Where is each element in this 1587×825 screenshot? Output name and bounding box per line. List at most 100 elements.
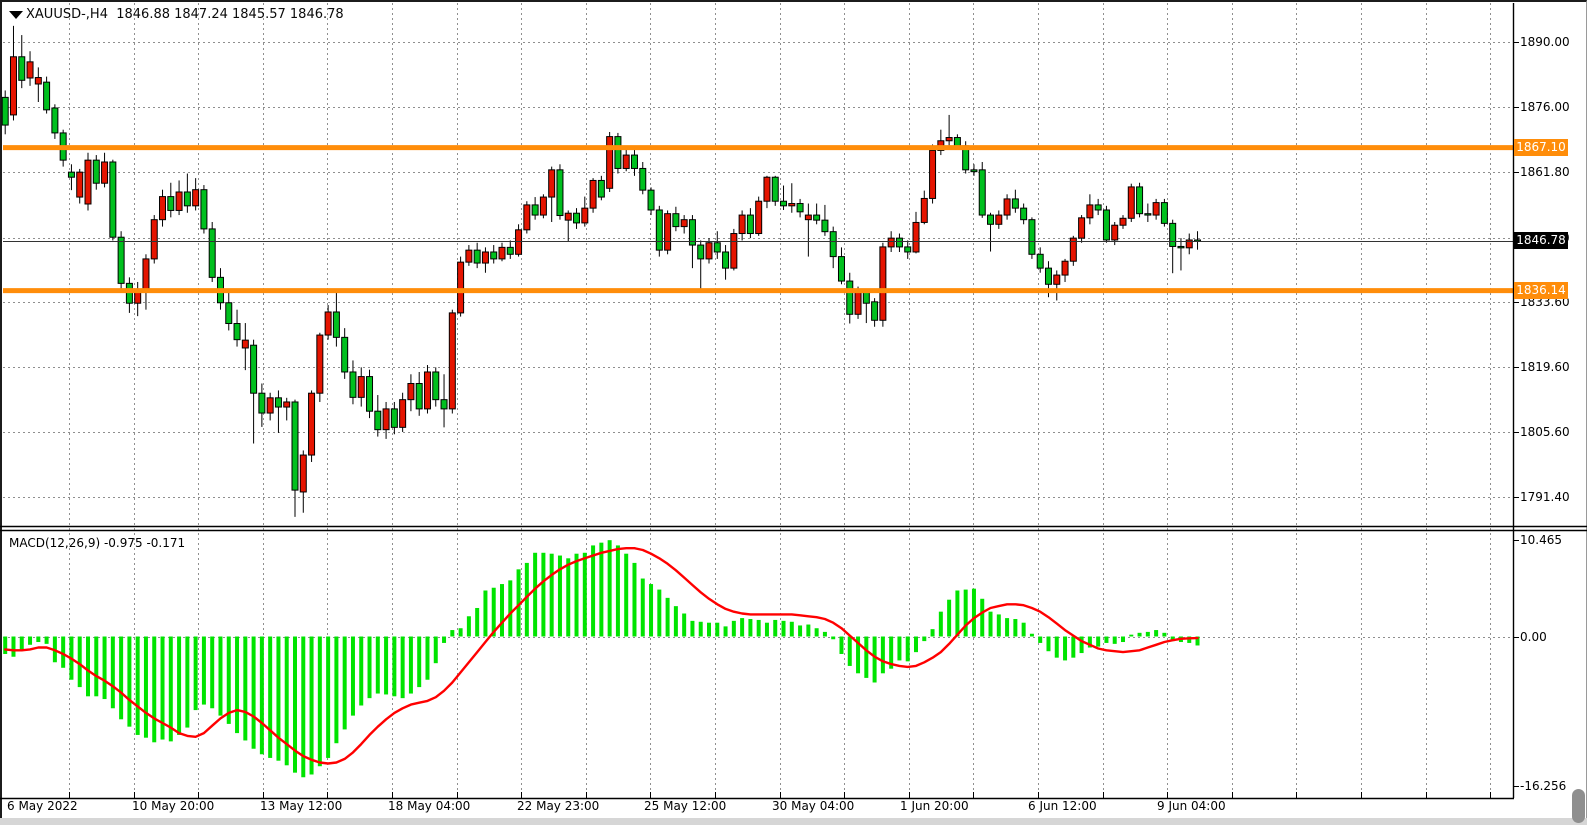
macd-histogram-bar bbox=[723, 626, 728, 637]
bull-candle-body bbox=[324, 311, 332, 336]
candle bbox=[862, 288, 870, 324]
bull-candle-body bbox=[457, 261, 465, 314]
macd-histogram-bar bbox=[508, 580, 513, 637]
bear-candle-body bbox=[258, 392, 266, 414]
indicator-label: MACD(12,26,9) -0.975 -0.171 bbox=[9, 536, 185, 550]
candle bbox=[556, 164, 564, 220]
bull-candle-body bbox=[705, 242, 713, 260]
macd-histogram-bar bbox=[698, 621, 703, 637]
bear-candle-body bbox=[970, 169, 978, 173]
bull-candle-body bbox=[879, 246, 887, 321]
macd-histogram-bar bbox=[574, 553, 579, 637]
bull-candle-body bbox=[804, 214, 812, 221]
macd-histogram-bar bbox=[640, 578, 645, 637]
bull-candle-body bbox=[1185, 239, 1193, 249]
candle bbox=[142, 254, 150, 310]
candle bbox=[1177, 238, 1185, 271]
macd-histogram-bar bbox=[599, 542, 604, 637]
date-label: 13 May 12:00 bbox=[260, 799, 343, 813]
macd-histogram-bar bbox=[1021, 622, 1026, 637]
macd-histogram-bar bbox=[1112, 636, 1117, 644]
candle bbox=[672, 206, 680, 232]
bull-candle-body bbox=[622, 154, 630, 169]
candle bbox=[606, 131, 614, 192]
bear-candle-body bbox=[1, 96, 9, 126]
macd-histogram-bar bbox=[864, 636, 869, 678]
bull-candle-body bbox=[241, 339, 249, 349]
candle bbox=[515, 224, 523, 257]
candle bbox=[1102, 205, 1110, 243]
date-label: 30 May 04:00 bbox=[772, 799, 855, 813]
bear-candle-body bbox=[1144, 213, 1152, 216]
macd-histogram-bar bbox=[516, 569, 521, 637]
macd-histogram-bar bbox=[822, 631, 827, 637]
bull-candle-body bbox=[448, 312, 456, 410]
candle bbox=[382, 401, 390, 439]
macd-tick-label: -16.256 bbox=[1520, 779, 1567, 793]
candle bbox=[788, 183, 796, 213]
macd-histogram-bar bbox=[94, 636, 99, 697]
bull-candle-body bbox=[564, 212, 572, 221]
ohlc-quotes: 1846.88 1847.24 1845.57 1846.78 bbox=[107, 7, 344, 22]
candle bbox=[589, 178, 597, 213]
candle bbox=[1061, 258, 1069, 282]
macd-histogram-bar bbox=[86, 636, 90, 697]
scrollbar-thumb[interactable] bbox=[1572, 789, 1585, 823]
macd-histogram-bar bbox=[384, 636, 389, 695]
bear-candle-body bbox=[43, 81, 51, 111]
macd-histogram-bar bbox=[110, 636, 115, 709]
bear-candle-body bbox=[556, 169, 564, 217]
candle bbox=[1136, 182, 1144, 218]
macd-histogram-bar bbox=[483, 590, 488, 637]
candle bbox=[150, 215, 158, 264]
macd-histogram-bar bbox=[856, 636, 861, 674]
bear-candle-body bbox=[978, 169, 986, 216]
bull-candle-body bbox=[606, 136, 614, 189]
candle bbox=[183, 173, 191, 213]
candle bbox=[299, 450, 307, 513]
bear-candle-body bbox=[432, 371, 440, 401]
candle bbox=[250, 339, 258, 444]
candle bbox=[945, 114, 953, 146]
date-label: 6 May 2022 bbox=[7, 799, 78, 813]
candle bbox=[738, 210, 746, 241]
bear-candle-body bbox=[1102, 209, 1110, 241]
bull-candle-body bbox=[664, 213, 672, 251]
candle bbox=[1003, 194, 1011, 220]
candle bbox=[432, 367, 440, 407]
macd-histogram-bar bbox=[615, 545, 620, 637]
bear-candle-body bbox=[813, 214, 821, 221]
candle bbox=[755, 196, 763, 236]
macd-histogram-bar bbox=[1029, 633, 1034, 637]
candle bbox=[101, 152, 109, 188]
bear-candle-body bbox=[274, 397, 282, 408]
macd-histogram-bar bbox=[143, 636, 148, 738]
bear-candle-body bbox=[531, 204, 539, 216]
macd-histogram-bar bbox=[11, 636, 16, 657]
candle bbox=[780, 185, 788, 210]
candle bbox=[813, 203, 821, 225]
candle bbox=[1194, 231, 1202, 250]
candle bbox=[1094, 198, 1102, 216]
candle bbox=[233, 309, 241, 347]
candle bbox=[415, 371, 423, 416]
bear-candle-body bbox=[697, 244, 705, 260]
candle bbox=[498, 242, 506, 262]
bull-candle-body bbox=[423, 371, 431, 410]
candle bbox=[1160, 198, 1168, 227]
candle bbox=[308, 390, 316, 462]
macd-histogram-bar bbox=[326, 636, 331, 758]
candle bbox=[523, 201, 531, 234]
bear-candle-body bbox=[821, 219, 829, 233]
candle bbox=[465, 245, 473, 266]
candle bbox=[349, 360, 357, 405]
symbol-menu-triangle-icon[interactable] bbox=[9, 11, 23, 19]
date-label: 6 Jun 12:00 bbox=[1028, 799, 1097, 813]
bear-candle-body bbox=[225, 302, 233, 325]
macd-histogram-bar bbox=[781, 620, 786, 637]
bear-candle-body bbox=[672, 213, 680, 228]
date-label: 22 May 23:00 bbox=[517, 799, 600, 813]
candle bbox=[614, 132, 622, 174]
candle bbox=[283, 397, 291, 421]
